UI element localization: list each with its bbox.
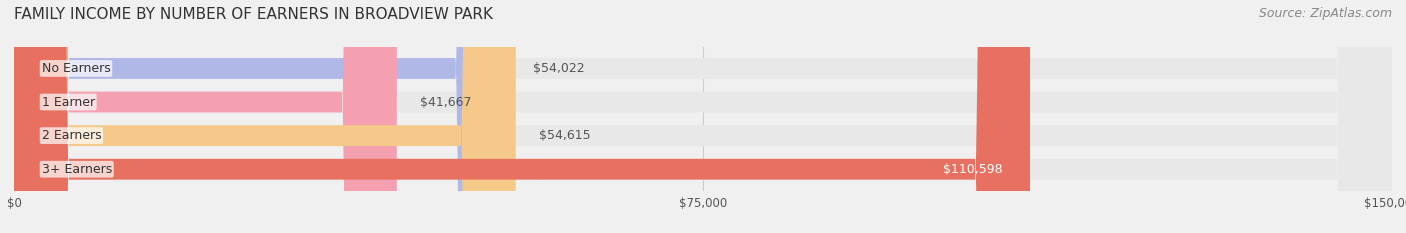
Text: Source: ZipAtlas.com: Source: ZipAtlas.com [1258,7,1392,20]
FancyBboxPatch shape [14,0,396,233]
Text: $54,022: $54,022 [533,62,585,75]
Text: 1 Earner: 1 Earner [42,96,94,109]
Text: 3+ Earners: 3+ Earners [42,163,112,176]
Text: $54,615: $54,615 [538,129,591,142]
FancyBboxPatch shape [14,0,1392,233]
FancyBboxPatch shape [14,0,516,233]
Text: $41,667: $41,667 [420,96,471,109]
Text: $110,598: $110,598 [943,163,1002,176]
Text: 2 Earners: 2 Earners [42,129,101,142]
FancyBboxPatch shape [14,0,1392,233]
Text: FAMILY INCOME BY NUMBER OF EARNERS IN BROADVIEW PARK: FAMILY INCOME BY NUMBER OF EARNERS IN BR… [14,7,494,22]
Text: No Earners: No Earners [42,62,110,75]
FancyBboxPatch shape [14,0,1031,233]
FancyBboxPatch shape [14,0,510,233]
FancyBboxPatch shape [14,0,1392,233]
FancyBboxPatch shape [14,0,1392,233]
